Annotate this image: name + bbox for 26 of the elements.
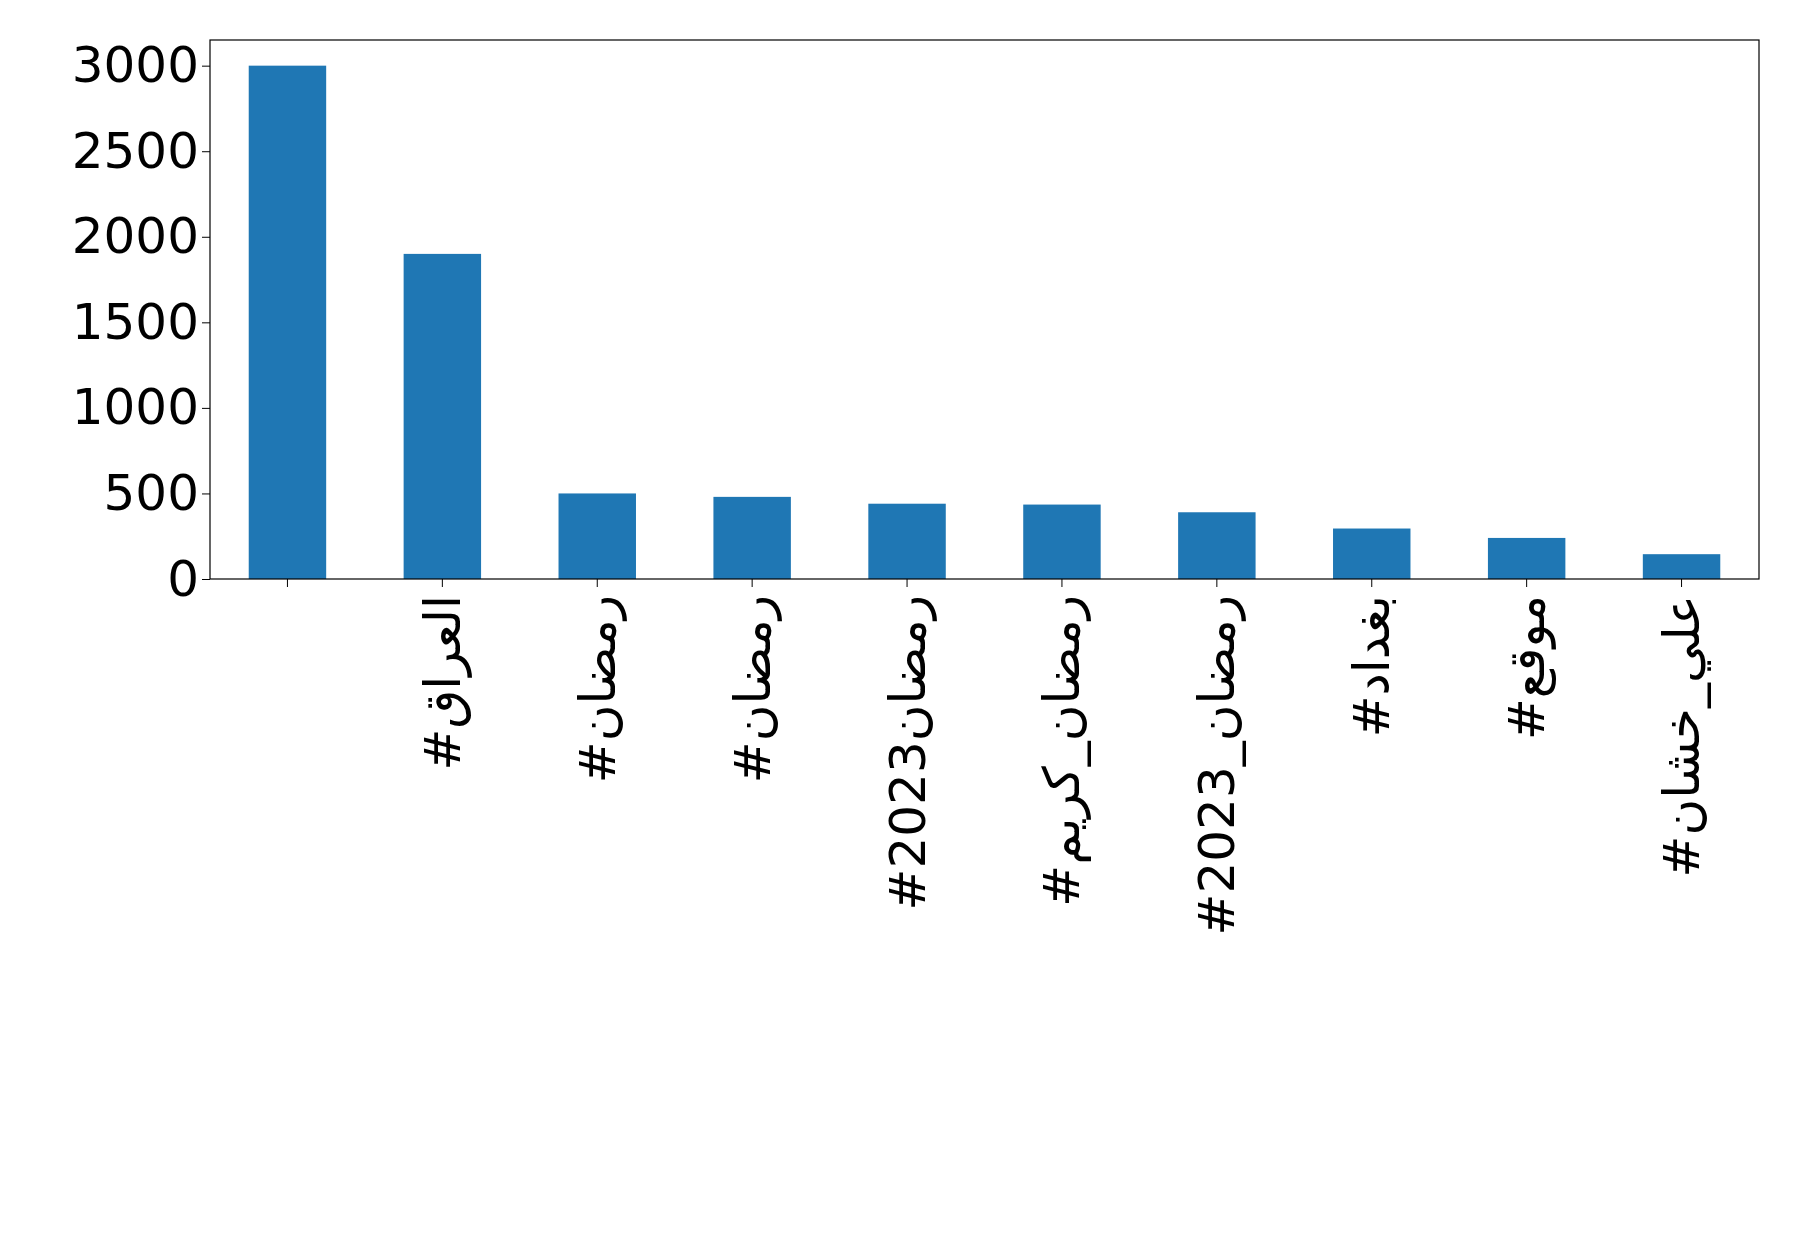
y-tick-label: 2000 bbox=[71, 207, 199, 266]
x-tick-label: #رمضان bbox=[568, 595, 627, 784]
y-tick-label: 2500 bbox=[71, 121, 199, 180]
x-tick-label: #رمضان_2023 bbox=[1188, 595, 1247, 936]
x-tick-label: #العراق bbox=[413, 595, 472, 771]
bar bbox=[558, 493, 636, 579]
y-tick-label: 500 bbox=[103, 463, 199, 522]
y-tick-label: 3000 bbox=[71, 36, 199, 95]
bar bbox=[1487, 537, 1566, 579]
y-tick-label: 0 bbox=[167, 549, 199, 608]
bar bbox=[1178, 512, 1256, 579]
bar bbox=[713, 496, 791, 579]
bar bbox=[868, 503, 946, 579]
x-tick-label: #رمضان2023 bbox=[878, 595, 937, 911]
bar bbox=[1023, 504, 1101, 579]
y-tick-label: 1500 bbox=[71, 292, 199, 351]
x-tick-label: #رمضان bbox=[723, 595, 782, 784]
x-tick-label: #علي_خشان bbox=[1653, 595, 1712, 878]
bar bbox=[1333, 528, 1411, 579]
bar bbox=[248, 65, 327, 579]
bar bbox=[1642, 554, 1721, 579]
x-tick-label: #بغداد bbox=[1343, 595, 1402, 738]
x-tick-label: #رمضان_كريم bbox=[1033, 595, 1092, 907]
y-tick-label: 1000 bbox=[71, 378, 199, 437]
bar bbox=[403, 253, 482, 579]
x-tick-label: #موقع bbox=[1498, 595, 1558, 741]
